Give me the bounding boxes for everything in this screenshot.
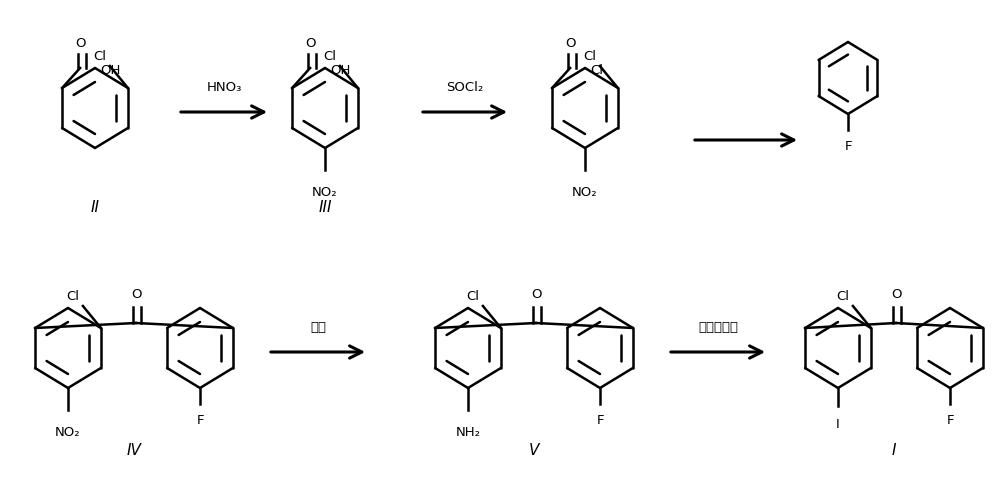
Text: Cl: Cl [323, 50, 336, 63]
Text: Cl: Cl [590, 64, 603, 76]
Text: NH₂: NH₂ [456, 426, 480, 439]
Text: OH: OH [330, 64, 350, 76]
Text: HNO₃: HNO₃ [206, 81, 242, 94]
Text: F: F [596, 414, 604, 427]
Text: I: I [892, 443, 896, 458]
Text: III: III [318, 200, 332, 215]
Text: O: O [131, 288, 141, 301]
Text: O: O [305, 37, 315, 50]
Text: Cl: Cl [93, 50, 106, 63]
Text: NO₂: NO₂ [572, 186, 598, 199]
Text: O: O [565, 37, 575, 50]
Text: 重氮化碘代: 重氮化碘代 [698, 321, 738, 334]
Text: Cl: Cl [836, 290, 849, 302]
Text: V: V [529, 443, 539, 458]
Text: Cl: Cl [66, 290, 79, 302]
Text: II: II [90, 200, 100, 215]
Text: O: O [891, 288, 901, 301]
Text: OH: OH [100, 64, 120, 76]
Text: Cl: Cl [466, 290, 479, 302]
Text: NO₂: NO₂ [312, 186, 338, 199]
Text: I: I [836, 418, 840, 431]
Text: F: F [196, 414, 204, 427]
Text: IV: IV [127, 443, 141, 458]
Text: F: F [844, 140, 852, 153]
Text: O: O [531, 288, 541, 301]
Text: O: O [75, 37, 85, 50]
Text: NO₂: NO₂ [55, 426, 81, 439]
Text: F: F [946, 414, 954, 427]
Text: Cl: Cl [583, 50, 596, 63]
Text: 还原: 还原 [310, 321, 326, 334]
Text: SOCl₂: SOCl₂ [446, 81, 484, 94]
